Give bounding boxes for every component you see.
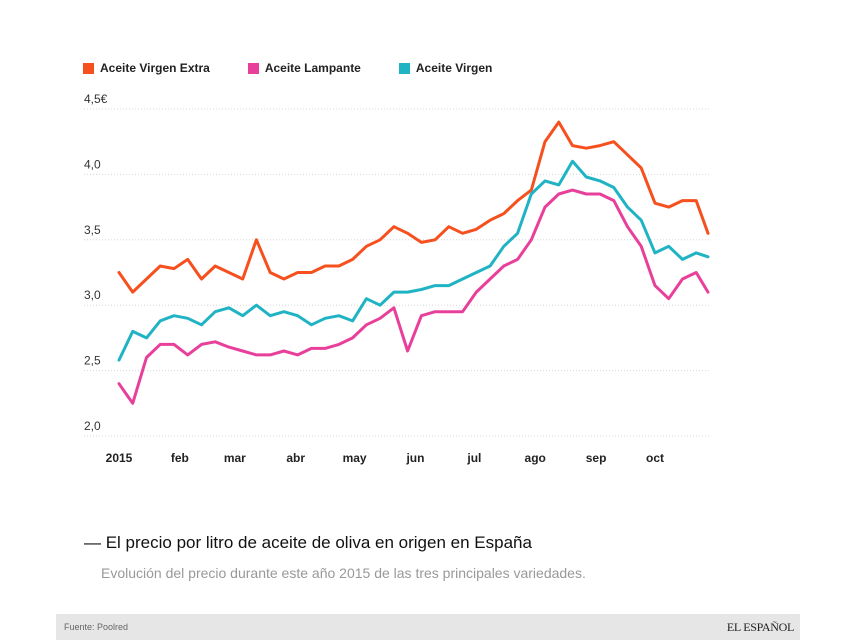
legend-label: Aceite Virgen Extra bbox=[100, 61, 210, 75]
footer-bar: Fuente: Poolred EL ESPAÑOL bbox=[56, 614, 800, 640]
y-tick-label: 4,0 bbox=[84, 157, 101, 171]
legend-swatch bbox=[247, 62, 259, 74]
series-line-aceite-lampante bbox=[117, 188, 710, 405]
y-tick-label: 4,5€ bbox=[84, 92, 108, 106]
legend-item-virgen: Aceite Virgen bbox=[398, 61, 493, 75]
x-tick-label: abr bbox=[286, 451, 305, 465]
x-tick-label: feb bbox=[171, 451, 189, 465]
legend-label: Aceite Lampante bbox=[264, 61, 361, 75]
x-tick-label: mar bbox=[224, 451, 246, 465]
source-note: Fuente: Poolred bbox=[64, 622, 129, 632]
series-line-aceite-virgen-extra bbox=[117, 120, 710, 294]
chart-caption-title: — El precio por litro de aceite de oliva… bbox=[84, 533, 532, 552]
el-espanol-logo: EL ESPAÑOL bbox=[726, 620, 794, 634]
x-tick-label: ago bbox=[525, 451, 546, 465]
chart-caption-subtitle: Evolución del precio durante este año 20… bbox=[101, 565, 586, 581]
y-tick-label: 2,0 bbox=[84, 419, 101, 433]
x-tick-label: jun bbox=[405, 451, 424, 465]
legend-item-extra: Aceite Virgen Extra bbox=[83, 61, 210, 75]
x-tick-label: 2015 bbox=[106, 451, 133, 465]
x-tick-label: sep bbox=[586, 451, 607, 465]
legend-swatch bbox=[398, 62, 410, 74]
x-tick-label: oct bbox=[646, 451, 664, 465]
legend-label: Aceite Virgen bbox=[415, 61, 493, 75]
x-tick-label: may bbox=[343, 451, 367, 465]
chart-legend: Aceite Virgen Extra Aceite Lampante Acei… bbox=[83, 61, 530, 75]
legend-swatch bbox=[83, 62, 94, 74]
x-tick-label: jul bbox=[466, 451, 481, 465]
y-tick-label: 3,0 bbox=[84, 288, 101, 302]
legend-item-lampante: Aceite Lampante bbox=[247, 61, 361, 75]
series-line-aceite-virgen bbox=[117, 159, 710, 362]
y-tick-label: 2,5 bbox=[84, 354, 101, 368]
y-tick-label: 3,5 bbox=[84, 223, 101, 237]
